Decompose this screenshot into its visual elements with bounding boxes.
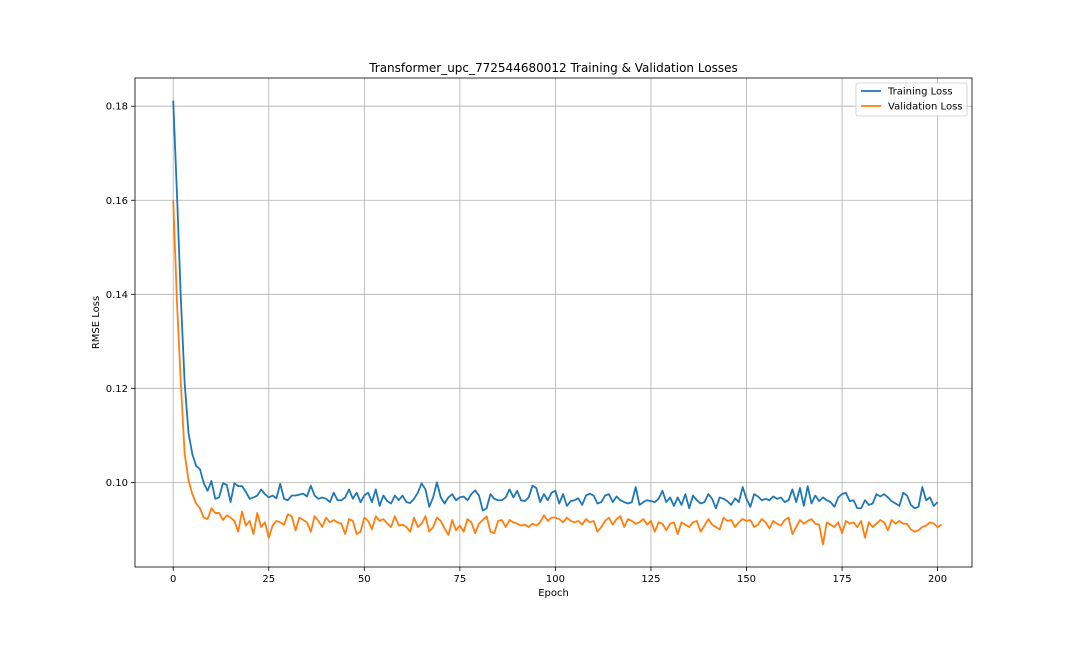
validation-loss-line	[172, 200, 942, 546]
x-tick-label: 150	[737, 574, 756, 585]
training-loss-line	[172, 100, 939, 512]
x-tick-label: 200	[928, 574, 947, 585]
y-tick-label: 0.18	[106, 102, 128, 113]
x-tick-label: 0	[170, 574, 176, 585]
plot-frame	[134, 77, 973, 568]
x-axis-label: Epoch	[538, 588, 569, 599]
series-layer	[172, 100, 942, 546]
x-tick-label: 50	[358, 574, 371, 585]
legend-box	[855, 82, 968, 117]
x-tick-label: 25	[262, 574, 275, 585]
y-tick-label: 0.14	[106, 290, 128, 301]
y-tick-label: 0.10	[106, 478, 128, 489]
axis-ticks: 0 25 50 75 100 125 150 175 200 0.10 0.12 0.14 0.16 0.…	[106, 102, 947, 585]
x-tick-label: 125	[641, 574, 660, 585]
x-tick-label: 100	[546, 574, 565, 585]
x-tick-label: 175	[833, 574, 852, 585]
legend-label-training-loss: Training Loss	[887, 87, 953, 98]
y-tick-label: 0.12	[106, 384, 128, 395]
legend-label-validation-loss: Validation Loss	[888, 102, 963, 113]
chart-title: Transformer_upc_772544680012 Training & …	[368, 61, 738, 75]
legend: Training Loss Validation Loss	[855, 82, 968, 117]
y-tick-label: 0.16	[106, 196, 128, 207]
grid	[135, 78, 972, 567]
y-axis-label: RMSE Loss	[91, 296, 102, 349]
x-tick-label: 75	[453, 574, 466, 585]
